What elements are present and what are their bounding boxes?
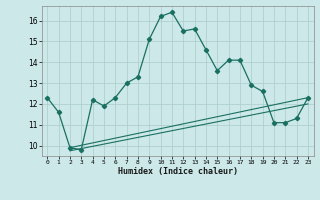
X-axis label: Humidex (Indice chaleur): Humidex (Indice chaleur) — [118, 167, 237, 176]
